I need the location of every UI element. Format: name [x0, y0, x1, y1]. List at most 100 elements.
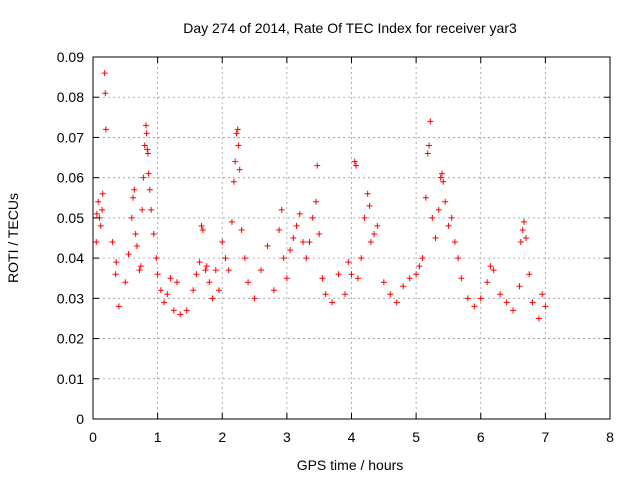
- data-point: [97, 222, 104, 229]
- data-point: [432, 235, 439, 241]
- data-point: [139, 206, 146, 213]
- data-point: [435, 206, 442, 213]
- data-point: [522, 235, 529, 241]
- data-point: [196, 259, 203, 266]
- y-tick-label: 0.05: [57, 210, 84, 226]
- data-point: [202, 267, 209, 274]
- data-point: [209, 295, 216, 302]
- data-point: [487, 263, 494, 270]
- data-point: [245, 279, 252, 286]
- data-point: [535, 315, 542, 322]
- data-point: [497, 291, 504, 298]
- data-point: [183, 307, 190, 314]
- data-point: [458, 275, 465, 282]
- data-points: [93, 70, 549, 322]
- data-point: [112, 271, 119, 278]
- data-point: [142, 122, 149, 129]
- y-tick-label: 0.02: [57, 331, 84, 347]
- data-point: [161, 299, 168, 306]
- data-point: [167, 275, 174, 282]
- data-point: [419, 255, 426, 262]
- data-point: [174, 279, 181, 286]
- data-point: [312, 198, 319, 205]
- data-point: [517, 239, 524, 246]
- data-point: [236, 166, 243, 173]
- data-point: [132, 230, 139, 237]
- data-point: [137, 263, 144, 270]
- data-point: [276, 226, 283, 233]
- data-point: [150, 230, 157, 237]
- data-point: [140, 174, 147, 181]
- data-point: [251, 295, 258, 302]
- data-point: [125, 251, 132, 258]
- data-point: [519, 226, 526, 233]
- data-point: [529, 299, 536, 306]
- data-point: [143, 130, 150, 137]
- data-point: [438, 170, 445, 177]
- data-point: [164, 291, 171, 298]
- data-point: [216, 287, 223, 294]
- data-point: [190, 287, 197, 294]
- y-tick-label: 0.06: [57, 170, 84, 186]
- data-point: [280, 255, 287, 262]
- y-tick-label: 0.08: [57, 89, 84, 105]
- data-point: [153, 255, 160, 262]
- data-point: [228, 218, 235, 225]
- data-point: [283, 275, 290, 282]
- data-point: [503, 299, 510, 306]
- data-point: [230, 178, 237, 185]
- data-point: [300, 239, 307, 246]
- data-point: [264, 243, 271, 250]
- x-tick-label: 4: [348, 429, 356, 445]
- data-point: [303, 255, 310, 262]
- data-point: [133, 243, 140, 250]
- data-point: [113, 259, 120, 266]
- data-point: [130, 194, 137, 201]
- data-point: [287, 247, 294, 254]
- data-point: [429, 214, 436, 221]
- data-point: [136, 267, 143, 274]
- y-tick-label: 0.09: [57, 49, 84, 65]
- data-point: [455, 255, 462, 262]
- data-point: [354, 275, 361, 282]
- data-point: [109, 239, 116, 246]
- data-point: [145, 170, 152, 177]
- data-point: [99, 190, 106, 197]
- x-tick-label: 3: [283, 429, 291, 445]
- data-point: [99, 206, 106, 213]
- data-point: [128, 214, 135, 221]
- data-point: [484, 279, 491, 286]
- y-tick-label: 0.01: [57, 371, 84, 387]
- data-point: [361, 214, 368, 221]
- y-tick-label: 0.03: [57, 290, 84, 306]
- data-point: [329, 299, 336, 306]
- data-point: [102, 126, 109, 133]
- data-point: [131, 186, 138, 193]
- data-point: [258, 267, 265, 274]
- data-point: [148, 206, 155, 213]
- data-point: [448, 214, 455, 221]
- data-point: [206, 279, 213, 286]
- data-point: [203, 263, 210, 270]
- data-point: [270, 287, 277, 294]
- data-point: [101, 70, 108, 77]
- data-point: [442, 198, 449, 205]
- data-point: [212, 267, 219, 274]
- data-point: [146, 186, 153, 193]
- data-point: [241, 255, 248, 262]
- data-point: [345, 259, 352, 266]
- data-point: [278, 206, 285, 213]
- data-point: [335, 271, 342, 278]
- data-point: [358, 255, 365, 262]
- data-point: [440, 178, 447, 185]
- data-point: [380, 279, 387, 286]
- data-point: [353, 162, 360, 169]
- data-point: [193, 271, 200, 278]
- x-tick-label: 1: [154, 429, 162, 445]
- data-point: [348, 271, 355, 278]
- x-tick-label: 5: [412, 429, 420, 445]
- data-point: [413, 271, 420, 278]
- x-tick-label: 0: [89, 429, 97, 445]
- x-tick-label: 7: [541, 429, 549, 445]
